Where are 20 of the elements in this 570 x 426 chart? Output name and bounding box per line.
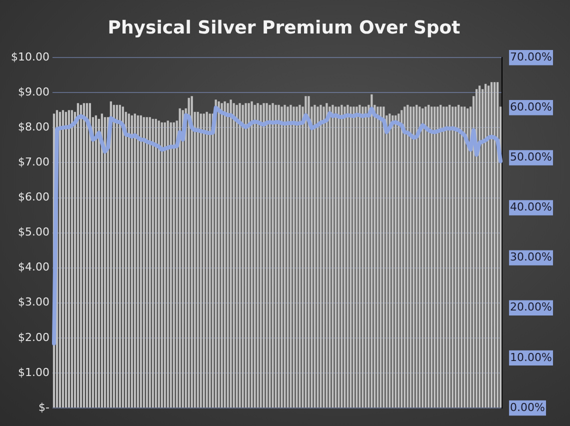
y-tick-label: $3.00 <box>18 296 50 309</box>
y2-tick-label: 0.00% <box>510 400 546 414</box>
y-tick-label: $7.00 <box>18 156 50 169</box>
y2-tick-label: 70.00% <box>510 50 552 64</box>
y2-tick-label: 10.00% <box>510 350 552 364</box>
y-tick-label: $5.00 <box>18 226 50 239</box>
y2-tick-label: 50.00% <box>510 150 552 164</box>
y-tick-label: $9.00 <box>18 86 50 98</box>
y-tick-label: $1.00 <box>18 366 50 379</box>
y2-tick-label: 30.00% <box>510 250 552 264</box>
y2-tick-label: 20.00% <box>510 300 552 314</box>
y-tick-label: $10.00 <box>10 50 50 64</box>
chart-title: Physical Silver Premium Over Spot <box>108 17 461 38</box>
y-tick-label: $- <box>38 400 50 414</box>
y-tick-label: $2.00 <box>18 330 50 344</box>
y-tick-label: $4.00 <box>18 260 50 274</box>
y2-tick-label: 40.00% <box>510 200 552 214</box>
y2-tick-label: 60.00% <box>510 100 552 114</box>
y-tick-label: $6.00 <box>18 190 50 204</box>
y-tick-label: $8.00 <box>18 120 50 134</box>
